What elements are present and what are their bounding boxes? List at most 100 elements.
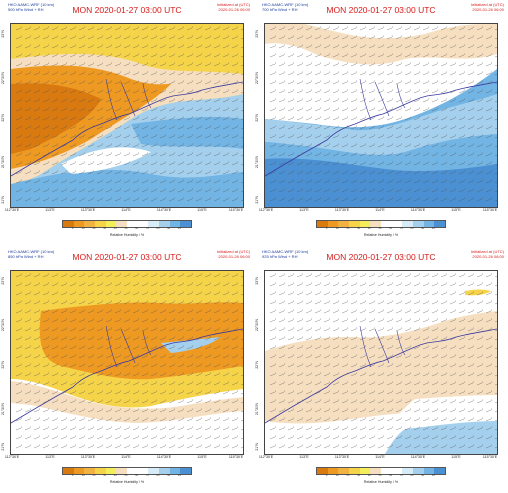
wind-barb bbox=[485, 134, 492, 139]
wind-barb bbox=[222, 80, 229, 85]
wind-barb bbox=[240, 155, 243, 157]
wind-barb bbox=[314, 107, 321, 112]
wind-barb bbox=[305, 444, 312, 449]
wind-barb bbox=[413, 62, 420, 67]
wind-barb bbox=[440, 363, 447, 368]
wind-barb bbox=[114, 98, 121, 103]
wind-barb bbox=[168, 327, 175, 332]
colorbar-tick: 20 bbox=[346, 474, 350, 477]
wind-barb bbox=[96, 282, 103, 287]
wind-barb bbox=[240, 65, 243, 67]
wind-barb bbox=[159, 26, 166, 31]
wind-barb bbox=[168, 170, 175, 175]
wind-barb bbox=[413, 399, 420, 404]
wind-barb bbox=[231, 71, 238, 76]
wind-barb bbox=[287, 444, 294, 449]
wind-barb bbox=[186, 161, 193, 166]
wind-barb bbox=[404, 273, 411, 278]
wind-barb bbox=[332, 161, 339, 166]
wind-barb bbox=[341, 426, 348, 431]
wind-barb bbox=[231, 435, 238, 440]
wind-barb bbox=[314, 62, 321, 67]
wind-barb bbox=[395, 399, 402, 404]
wind-barb bbox=[69, 444, 76, 449]
wind-barb bbox=[195, 408, 202, 413]
wind-barb bbox=[132, 354, 139, 359]
wind-barb bbox=[422, 80, 429, 85]
wind-barb bbox=[69, 161, 76, 166]
wind-barb bbox=[105, 107, 112, 112]
wind-barb bbox=[323, 390, 330, 395]
wind-barb bbox=[51, 98, 58, 103]
wind-barb bbox=[96, 381, 103, 386]
wind-barb bbox=[278, 444, 285, 449]
colorbar-swatch bbox=[317, 221, 328, 227]
wind-barb bbox=[404, 390, 411, 395]
wind-barb bbox=[476, 345, 483, 350]
wind-barb bbox=[278, 116, 285, 121]
wind-barb bbox=[359, 116, 366, 121]
map-plot bbox=[264, 23, 498, 208]
wind-barb bbox=[278, 62, 285, 67]
wind-barb bbox=[476, 170, 483, 175]
wind-barb bbox=[494, 420, 497, 422]
wind-barb bbox=[377, 381, 384, 386]
colorbar-tick: 80 bbox=[156, 227, 160, 230]
wind-barb bbox=[314, 381, 321, 386]
wind-barb bbox=[359, 44, 366, 49]
wind-barb bbox=[287, 336, 294, 341]
wind-barb bbox=[269, 381, 276, 386]
wind-barb bbox=[323, 107, 330, 112]
wind-barb bbox=[341, 354, 348, 359]
wind-barb bbox=[395, 444, 402, 449]
wind-barb bbox=[96, 188, 103, 193]
wind-barb bbox=[467, 197, 474, 202]
wind-barb bbox=[213, 318, 220, 323]
wind-barb bbox=[240, 146, 243, 148]
wind-barb bbox=[141, 89, 148, 94]
wind-barb bbox=[350, 381, 357, 386]
wind-barb bbox=[323, 282, 330, 287]
lat-label: 22°N bbox=[255, 361, 259, 369]
wind-barb bbox=[24, 152, 31, 157]
lon-label: 115°E bbox=[451, 455, 461, 459]
wind-barb bbox=[114, 71, 121, 76]
wind-barb bbox=[422, 89, 429, 94]
wind-barb bbox=[195, 143, 202, 148]
wind-barb bbox=[132, 107, 139, 112]
wind-barb bbox=[449, 134, 456, 139]
wind-barb bbox=[431, 188, 438, 193]
wind-barb bbox=[123, 309, 130, 314]
wind-barb bbox=[204, 161, 211, 166]
wind-barb bbox=[105, 44, 112, 49]
wind-barb bbox=[341, 300, 348, 305]
wind-barb bbox=[395, 197, 402, 202]
wind-barb bbox=[350, 188, 357, 193]
wind-barb bbox=[440, 417, 447, 422]
wind-barb bbox=[42, 125, 49, 130]
wind-barb bbox=[177, 327, 184, 332]
wind-barb bbox=[494, 384, 497, 386]
wind-barb bbox=[350, 363, 357, 368]
wind-barb bbox=[168, 417, 175, 422]
wind-barb bbox=[287, 125, 294, 130]
wind-barb bbox=[395, 435, 402, 440]
wind-barb bbox=[150, 170, 157, 175]
wind-barb bbox=[386, 170, 393, 175]
wind-barb bbox=[60, 107, 67, 112]
wind-barb bbox=[78, 363, 85, 368]
wind-barb bbox=[467, 170, 474, 175]
wind-barb bbox=[15, 161, 22, 166]
wind-barb bbox=[51, 134, 58, 139]
rh-field bbox=[11, 271, 243, 454]
wind-barb bbox=[177, 399, 184, 404]
wind-barb bbox=[141, 417, 148, 422]
wind-barb bbox=[467, 327, 474, 332]
wind-barb bbox=[132, 435, 139, 440]
lon-label: 113°30'E bbox=[334, 208, 350, 212]
wind-barb bbox=[431, 197, 438, 202]
wind-barb bbox=[485, 426, 492, 431]
wind-barb bbox=[458, 354, 465, 359]
wind-barb bbox=[386, 345, 393, 350]
wind-barb bbox=[386, 62, 393, 67]
